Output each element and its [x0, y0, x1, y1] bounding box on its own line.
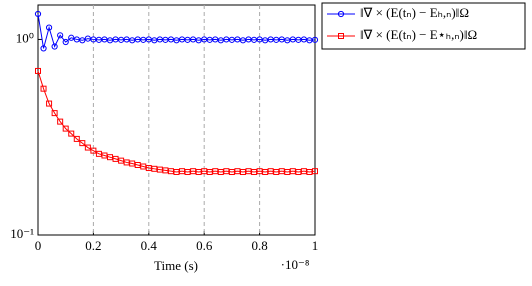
marker [206, 168, 213, 175]
plot-frame [37, 4, 316, 236]
marker [239, 168, 246, 175]
legend-marker [338, 33, 344, 39]
marker [251, 168, 258, 175]
marker [62, 125, 69, 132]
marker [162, 167, 169, 174]
x-tick-label: 1 [312, 238, 319, 253]
y-tick-label: 10⁻¹ [10, 226, 34, 241]
marker [295, 168, 302, 175]
marker [51, 110, 58, 117]
marker [212, 168, 219, 175]
marker [195, 168, 202, 175]
marker [35, 67, 41, 74]
marker [34, 10, 42, 18]
marker [118, 157, 125, 164]
x-tick-label: 0.6 [196, 238, 213, 253]
marker [289, 168, 296, 175]
marker [51, 43, 58, 50]
marker [90, 147, 97, 154]
marker [107, 154, 114, 161]
marker [95, 150, 102, 157]
marker [184, 168, 191, 175]
marker [123, 159, 130, 166]
marker [223, 168, 230, 175]
marker [62, 38, 69, 46]
marker [134, 162, 141, 169]
marker [73, 135, 80, 142]
y-tick-label: 10⁰ [16, 30, 34, 45]
marker [190, 168, 197, 175]
marker [40, 45, 47, 52]
marker [101, 152, 108, 159]
marker [179, 168, 186, 175]
marker [256, 168, 263, 175]
marker [273, 168, 280, 175]
marker [151, 165, 158, 172]
x-tick-label: 0.4 [141, 238, 158, 253]
marker [68, 130, 75, 137]
marker [45, 24, 53, 31]
marker [40, 85, 47, 92]
x-multiplier: ·10⁻⁸ [281, 257, 310, 272]
marker [57, 118, 64, 125]
marker [312, 168, 318, 175]
legend [321, 2, 526, 50]
marker [140, 163, 147, 170]
marker [201, 168, 208, 175]
marker [46, 100, 53, 107]
marker [79, 37, 86, 44]
marker [145, 165, 152, 172]
marker [112, 155, 119, 162]
marker [262, 168, 269, 175]
marker [173, 168, 180, 175]
x-tick-label: 0.8 [251, 238, 267, 253]
marker [311, 36, 319, 43]
marker [129, 160, 136, 167]
marker [234, 168, 241, 175]
marker [284, 168, 291, 175]
marker [300, 168, 307, 175]
marker [68, 34, 75, 41]
legend-marker [337, 10, 345, 18]
legend-label: ‖∇ × (E(tₙ) − E⋆ₕ,ₙ)‖Ω [360, 27, 477, 42]
marker [267, 168, 274, 175]
x-axis-label: Time (s) [154, 258, 198, 273]
marker [156, 166, 163, 173]
marker [306, 168, 313, 175]
x-tick-label: 0 [35, 238, 42, 253]
marker [57, 32, 64, 39]
marker [278, 168, 285, 175]
legend-label: ‖∇ × (E(tₙ) − Eₕ,ₙ)‖Ω [360, 5, 469, 20]
marker [84, 144, 91, 151]
series-line [37, 70, 316, 173]
marker [217, 168, 224, 175]
marker [245, 168, 252, 175]
x-tick-label: 0.2 [85, 238, 101, 253]
series-line [37, 13, 316, 49]
marker [228, 168, 235, 175]
marker [167, 168, 174, 175]
marker [79, 140, 86, 147]
